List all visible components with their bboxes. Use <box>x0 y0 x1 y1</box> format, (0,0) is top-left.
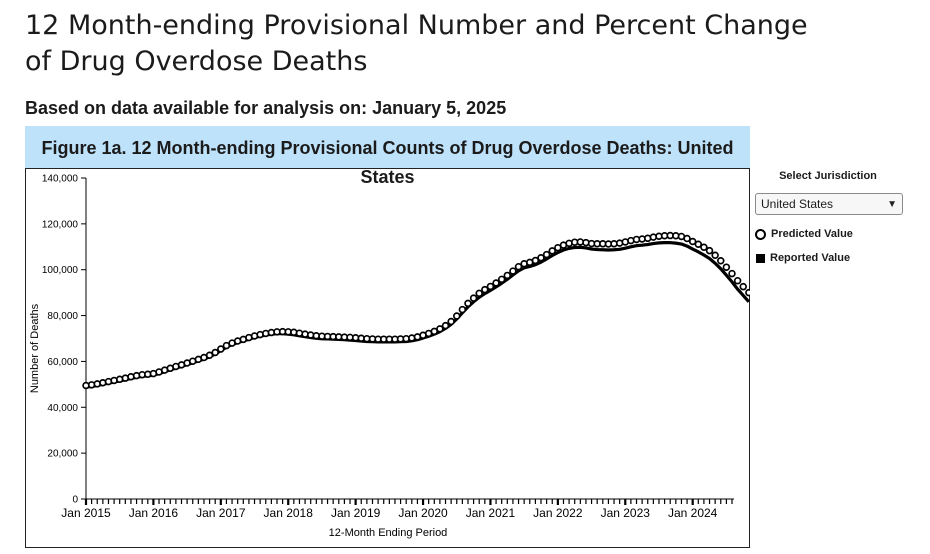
legend-item-reported: Reported Value <box>755 252 905 264</box>
x-tick-label: Jan 2021 <box>466 506 516 520</box>
predicted-value-point <box>492 279 500 287</box>
predicted-value-point <box>205 351 214 359</box>
predicted-value-point <box>436 325 444 333</box>
y-tick-label: 20,000 <box>47 449 78 460</box>
x-tick-label: Jan 2019 <box>331 506 381 520</box>
predicted-value-point <box>503 271 512 280</box>
x-axis-title: 12-Month Ending Period <box>329 527 448 539</box>
legend-label-predicted: Predicted Value <box>771 228 853 240</box>
predicted-value-point <box>469 294 478 302</box>
x-tick-label: Jan 2023 <box>601 506 651 520</box>
y-tick-label: 60,000 <box>47 357 78 368</box>
x-tick-label: Jan 2020 <box>398 506 448 520</box>
legend-label-reported: Reported Value <box>770 252 851 264</box>
predicted-value-point <box>542 250 551 259</box>
y-tick-label: 40,000 <box>47 403 78 414</box>
data-date-subtitle: Based on data available for analysis on:… <box>25 98 507 118</box>
predicted-value-point <box>447 317 455 326</box>
predicted-value-point <box>464 299 472 308</box>
predicted-value-point <box>688 237 697 246</box>
predicted-value-point <box>694 240 703 249</box>
predicted-value-point <box>728 269 736 278</box>
y-tick-label: 120,000 <box>42 219 79 230</box>
page-title-line1: 12 Month-ending Provisional Number and P… <box>25 10 808 41</box>
predicted-value-point <box>705 246 714 255</box>
predicted-value-point <box>739 282 747 291</box>
predicted-value-point <box>514 262 523 271</box>
page-title: 12 Month-ending Provisional Number and P… <box>25 8 845 80</box>
chart-header <box>25 126 750 168</box>
y-tick-label: 140,000 <box>42 174 79 185</box>
jurisdiction-label: Select Jurisdiction <box>779 170 877 182</box>
predicted-value-point <box>722 263 731 271</box>
predicted-value-point <box>481 285 489 294</box>
predicted-value-point <box>211 348 219 357</box>
predicted-value-point <box>711 251 719 260</box>
jurisdiction-select[interactable]: United States ▼ <box>755 193 903 215</box>
x-tick-label: Jan 2017 <box>196 506 246 520</box>
predicted-value-point <box>486 282 495 291</box>
line-chart: 0 20,000 40,000 60,000 80,000 100,000 120,000 1… <box>29 174 750 539</box>
solid-square-icon <box>756 253 765 263</box>
predicted-value-point <box>509 267 517 275</box>
y-tick-label: 80,000 <box>47 311 78 322</box>
x-tick-label: Jan 2018 <box>264 506 314 520</box>
predicted-value-point <box>497 275 506 284</box>
y-axis-title: Number of Deaths <box>29 303 41 393</box>
chart-title-line1: Figure 1a. 12 Month-ending Provisional C… <box>41 138 734 158</box>
side-panel: Select Jurisdiction United States ▼ Pred… <box>755 166 905 264</box>
jurisdiction-selected-value: United States <box>761 197 834 211</box>
chart-title: Figure 1a. 12 Month-ending Provisional C… <box>25 134 750 192</box>
x-tick-label: Jan 2015 <box>61 506 111 520</box>
chevron-down-icon: ▼ <box>887 198 897 210</box>
y-tick-label: 100,000 <box>42 265 79 276</box>
x-tick-label: Jan 2016 <box>129 506 179 520</box>
chart-frame: 0 20,000 40,000 60,000 80,000 100,000 120,000 1… <box>25 126 750 548</box>
predicted-value-point <box>717 257 725 265</box>
predicted-value-point <box>453 312 461 320</box>
predicted-value-point <box>475 289 483 298</box>
predicted-value-point <box>441 321 450 330</box>
predicted-value-point <box>700 243 708 251</box>
predicted-value-point <box>745 288 750 297</box>
predicted-value-point <box>683 234 691 243</box>
x-tick-label: Jan 2022 <box>533 506 583 520</box>
y-tick-label: 0 <box>72 495 78 506</box>
chart-title-line2: States <box>360 167 415 187</box>
x-tick-label: Jan 2024 <box>668 506 718 520</box>
legend-item-predicted: Predicted Value <box>755 228 905 240</box>
page-title-line2: of Drug Overdose Deaths <box>25 46 368 77</box>
predicted-value-point <box>548 247 556 255</box>
predicted-value-point <box>733 276 742 285</box>
predicted-value-point <box>458 305 467 314</box>
predicted-value-point <box>217 345 225 353</box>
open-circle-icon <box>755 228 766 240</box>
plot-area-border <box>25 168 750 548</box>
predicted-value-point <box>537 254 545 262</box>
predicted-value-point <box>531 256 540 265</box>
